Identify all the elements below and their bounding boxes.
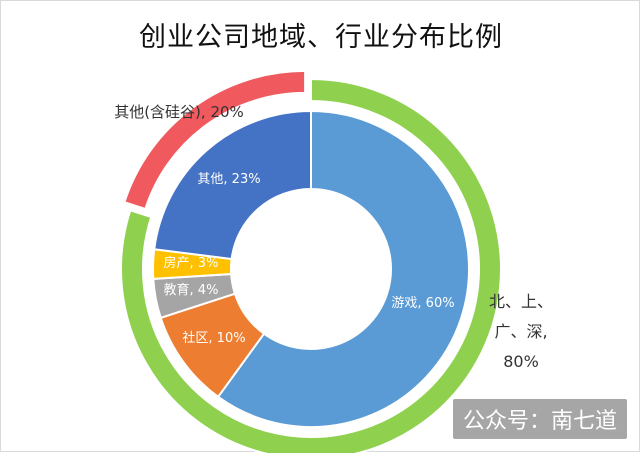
inner-label-4: 其他, 23% [197, 172, 260, 187]
inner-ring-slice-4 [153, 109, 312, 261]
data-labels: 北、上、广、深, 80% 其他(含硅谷), 20% 游戏, 60% 社区, 10% 教育,… [114, 103, 553, 371]
chart-title: 创业公司地域、行业分布比例 [139, 22, 503, 53]
outer-label-region-other: 其他(含硅谷), 20% [114, 103, 244, 121]
outer-ring [120, 69, 502, 453]
outer-label-region-main: 北、上、广、深, 80% [489, 292, 553, 371]
outer-ring-slice-1 [123, 69, 307, 211]
inner-label-3: 房产, 3% [164, 255, 219, 271]
outer-ring-slice-0 [120, 77, 502, 453]
inner-ring-slice-0 [216, 109, 470, 428]
watermark: 公众号：南七道 [452, 399, 627, 439]
inner-label-2: 教育, 4% [164, 282, 219, 298]
inner-ring [152, 109, 470, 428]
inner-label-1: 社区, 10% [182, 330, 245, 346]
inner-label-0: 游戏, 60% [391, 296, 454, 311]
